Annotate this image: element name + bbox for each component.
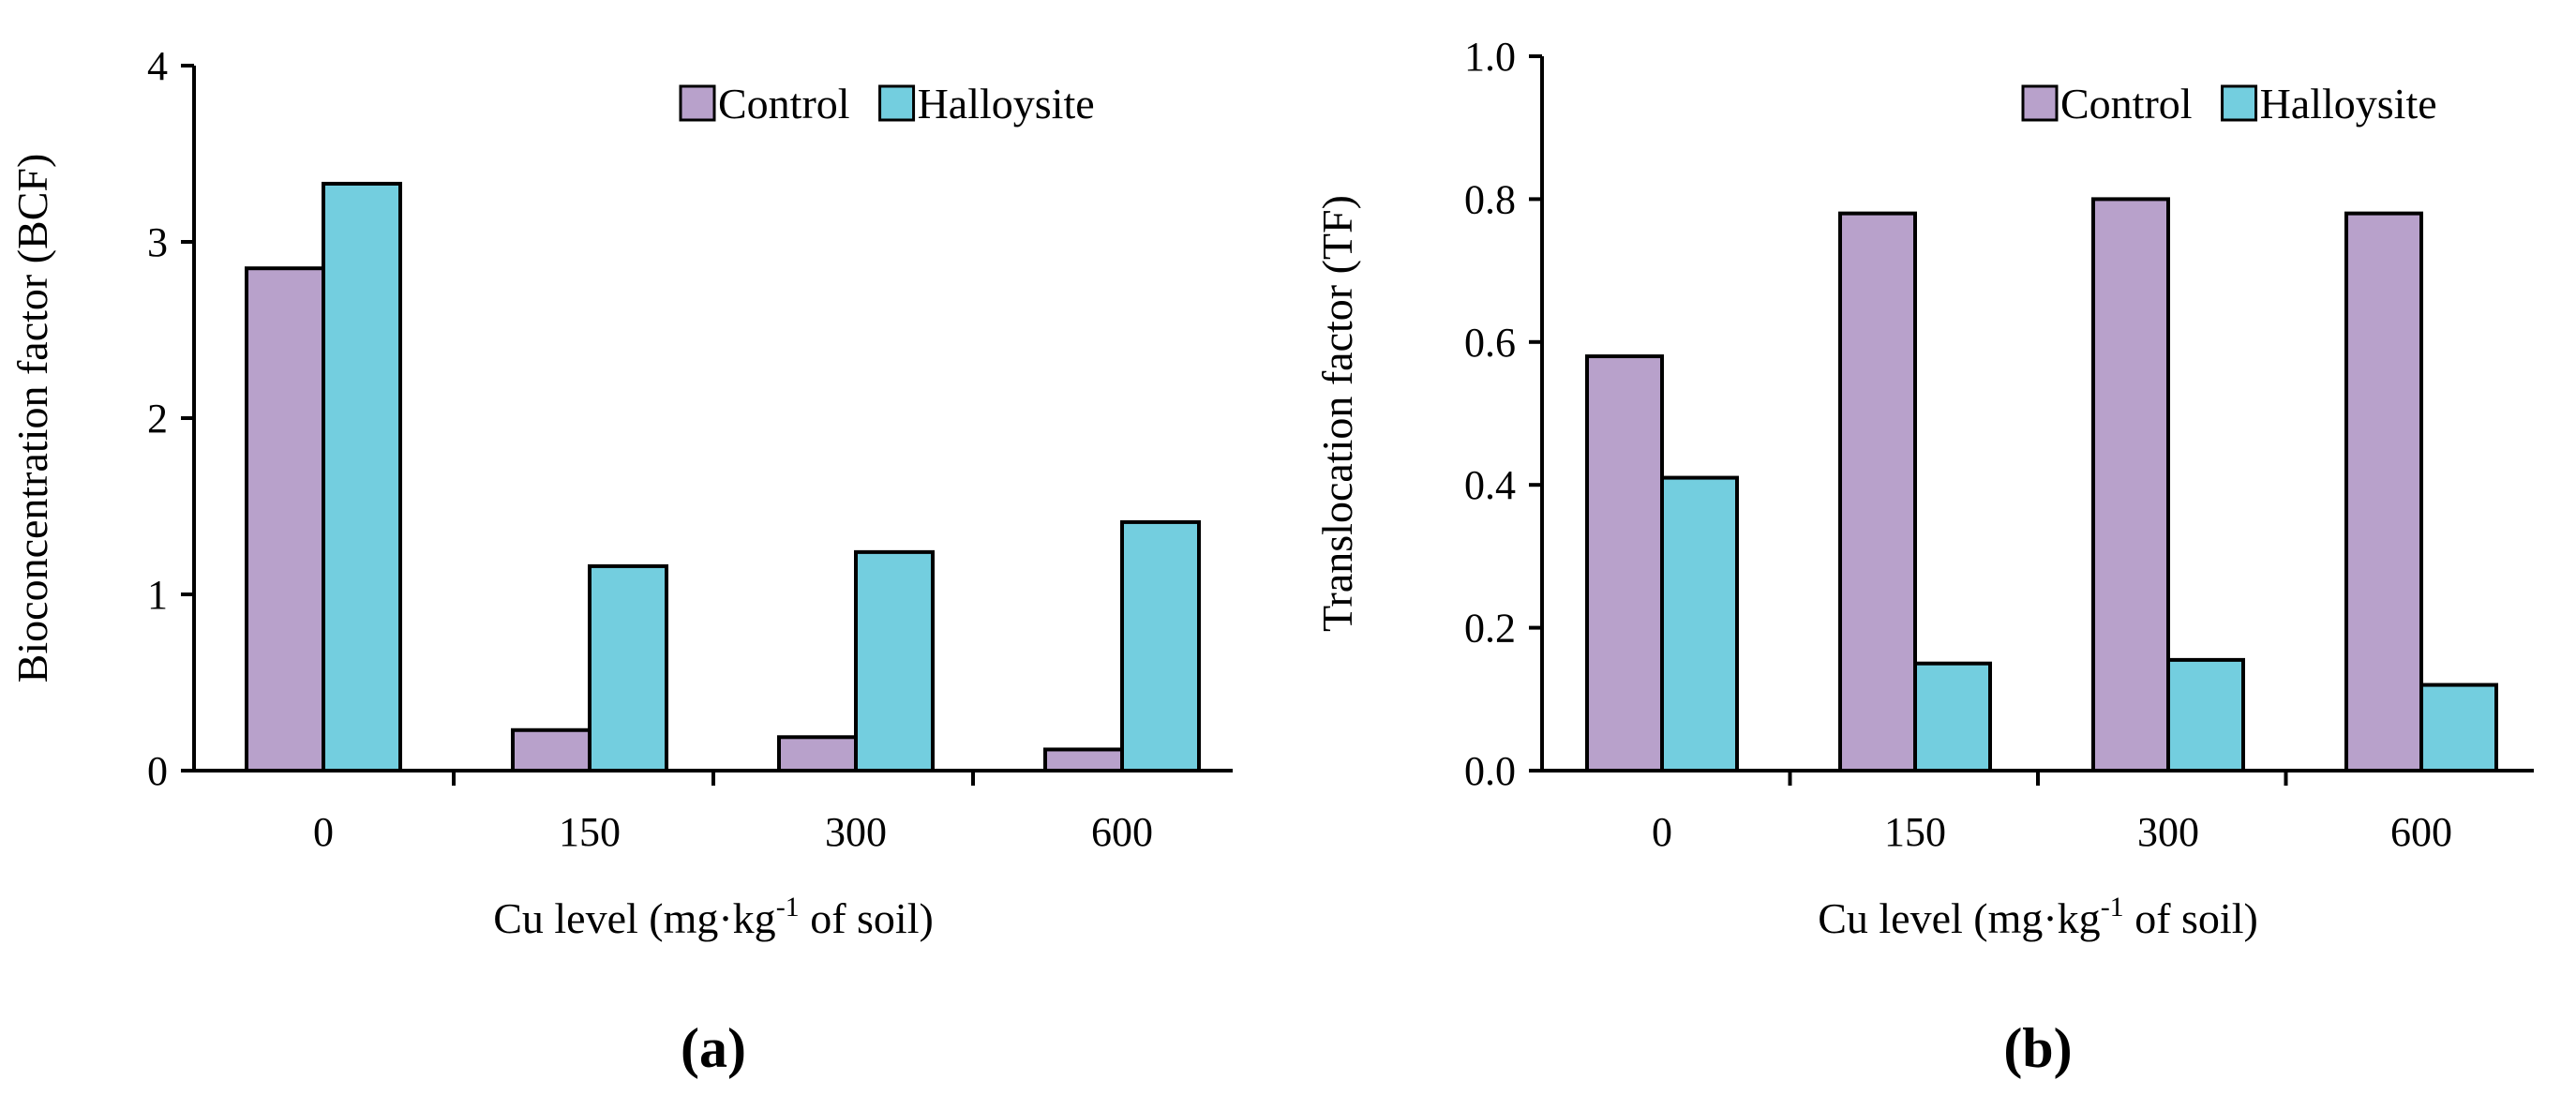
x-axis-title-superscript: -1 [2101, 892, 2124, 922]
legend-label-halloysite: Halloysite [918, 80, 1095, 128]
bar-control-300 [777, 735, 858, 773]
x-tick-label: 150 [1884, 809, 1946, 855]
x-tick-label: 300 [2137, 809, 2199, 855]
y-axis-title: Translocation factor (TF) [1313, 195, 1361, 632]
bar-control-150 [511, 728, 592, 773]
legend-label-halloysite: Halloysite [2260, 80, 2437, 128]
y-tick-label: 0.4 [1464, 462, 1516, 508]
y-tick-label: 1 [147, 572, 168, 618]
y-tick-label: 0.2 [1464, 606, 1516, 652]
y-tick-label: 0.0 [1464, 748, 1516, 794]
x-tick-label: 150 [559, 809, 621, 855]
bar-halloysite-0 [322, 181, 402, 772]
x-axis-title-main: Cu level (mg·kg [1818, 894, 2101, 942]
legend-swatch-control [679, 84, 716, 122]
y-tick-label: 0.6 [1464, 320, 1516, 366]
panel-label: (a) [681, 1017, 746, 1079]
x-tick-label: 0 [1652, 809, 1672, 855]
x-axis-title: Cu level (mg·kg-1 of soil) [493, 892, 934, 942]
legend-swatch-halloysite [878, 84, 916, 122]
bar-control-300 [2091, 197, 2170, 772]
legend-label-control: Control [718, 80, 850, 128]
bar-halloysite-300 [854, 549, 935, 772]
y-tick-label: 0.8 [1464, 176, 1516, 222]
bar-halloysite-0 [1660, 475, 1739, 772]
x-axis-title-main: Cu level (mg·kg [493, 894, 776, 942]
bar-halloysite-600 [2419, 682, 2498, 772]
bar-control-600 [1043, 747, 1124, 773]
bar-control-0 [245, 266, 325, 772]
chart-b-tf: 0.0 0.2 0.4 0.6 0.8 1.0 0 150 300 600 Translocatio… [1313, 34, 2534, 1079]
panel-label: (b) [2003, 1017, 2072, 1079]
bar-control-0 [1585, 354, 1664, 772]
bar-halloysite-150 [1913, 661, 1992, 773]
bar-halloysite-150 [588, 563, 668, 772]
x-tick-label: 0 [313, 809, 334, 855]
y-tick-label: 1.0 [1464, 34, 1516, 80]
bar-control-600 [2344, 211, 2423, 772]
y-tick-label: 4 [147, 43, 168, 89]
y-tick-label: 2 [147, 396, 168, 442]
x-axis-title: Cu level (mg·kg-1 of soil) [1818, 892, 2258, 942]
x-tick-label: 600 [1091, 809, 1153, 855]
chart-a-bcf: 0 1 2 3 4 0 150 300 600 Bioconcentration factor (… [8, 43, 1233, 1079]
y-tick-label: 3 [147, 219, 168, 265]
x-tick-label: 300 [825, 809, 887, 855]
bar-halloysite-300 [2166, 657, 2245, 773]
y-axis-title: Bioconcentration factor (BCF) [8, 154, 56, 683]
legend-swatch-control [2021, 84, 2059, 122]
x-tick-label: 600 [2390, 809, 2452, 855]
x-axis-title-superscript: -1 [776, 892, 800, 922]
x-axis-title-suffix: of soil) [2124, 894, 2258, 942]
legend-swatch-halloysite [2221, 84, 2258, 122]
bar-halloysite-600 [1120, 519, 1201, 772]
legend-label-control: Control [2060, 80, 2193, 128]
bar-control-150 [1838, 211, 1917, 772]
x-axis-title-suffix: of soil) [800, 894, 934, 942]
y-tick-label: 0 [147, 748, 168, 794]
